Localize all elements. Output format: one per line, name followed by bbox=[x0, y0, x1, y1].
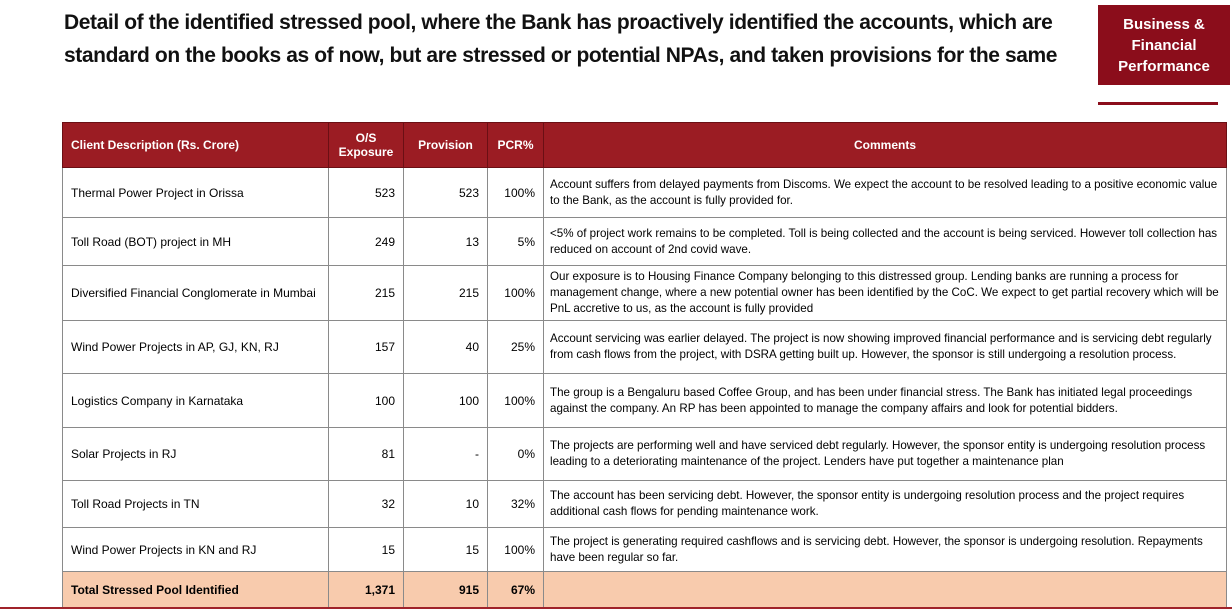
value-cell: 15 bbox=[403, 527, 488, 572]
table-row: Toll Road (BOT) project in MH 249 13 5% <5% … bbox=[62, 217, 1227, 266]
comment-cell: The account has been servicing debt. How… bbox=[543, 480, 1227, 528]
table-row: Wind Power Projects in KN and RJ 15 15 100%… bbox=[62, 527, 1227, 572]
comment-cell: The projects are performing well and hav… bbox=[543, 427, 1227, 481]
comment-cell: <5% of project work remains to be comple… bbox=[543, 217, 1227, 266]
comment-cell: The project is generating required cashf… bbox=[543, 527, 1227, 572]
comment-cell: Account servicing was earlier delayed. T… bbox=[543, 320, 1227, 374]
column-header: Comments bbox=[543, 122, 1227, 168]
client-cell: Toll Road Projects in TN bbox=[62, 480, 329, 528]
value-cell: 100% bbox=[487, 373, 544, 428]
value-cell: 81 bbox=[328, 427, 404, 481]
client-cell: Thermal Power Project in Orissa bbox=[62, 167, 329, 218]
title: Detail of the identified stressed pool, … bbox=[64, 11, 1058, 67]
column-header: Provision bbox=[403, 122, 488, 168]
table-row: Thermal Power Project in Orissa 523 523 100… bbox=[62, 167, 1227, 218]
total-cell: 1,371 bbox=[328, 571, 404, 608]
value-cell: 15 bbox=[328, 527, 404, 572]
value-cell: 100% bbox=[487, 265, 544, 321]
value-cell: 523 bbox=[328, 167, 404, 218]
value-cell: 249 bbox=[328, 217, 404, 266]
column-header: PCR% bbox=[487, 122, 544, 168]
column-header: Client Description (Rs. Crore) bbox=[62, 122, 329, 168]
value-cell: 157 bbox=[328, 320, 404, 374]
value-cell: 32 bbox=[328, 480, 404, 528]
comment-cell: Account suffers from delayed payments fr… bbox=[543, 167, 1227, 218]
section-badge: Business & Financial Performance bbox=[1098, 5, 1230, 85]
total-row: Total Stressed Pool Identified 1,371 915 67… bbox=[62, 571, 1227, 608]
table-row: Wind Power Projects in AP, GJ, KN, RJ 157… bbox=[62, 320, 1227, 374]
value-cell: 5% bbox=[487, 217, 544, 266]
value-cell: 40 bbox=[403, 320, 488, 374]
total-cell: 67% bbox=[487, 571, 544, 608]
value-cell: 32% bbox=[487, 480, 544, 528]
total-cell bbox=[543, 571, 1227, 608]
value-cell: 100 bbox=[403, 373, 488, 428]
stressed-pool-table: Client Description (Rs. Crore) O/S Exposu… bbox=[62, 122, 1227, 608]
value-cell: 100 bbox=[328, 373, 404, 428]
badge-rule bbox=[1098, 102, 1218, 105]
value-cell: 523 bbox=[403, 167, 488, 218]
client-cell: Wind Power Projects in KN and RJ bbox=[62, 527, 329, 572]
total-cell: Total Stressed Pool Identified bbox=[62, 571, 329, 608]
value-cell: 100% bbox=[487, 167, 544, 218]
value-cell: 100% bbox=[487, 527, 544, 572]
value-cell: 215 bbox=[328, 265, 404, 321]
comment-cell: The group is a Bengaluru based Coffee Gr… bbox=[543, 373, 1227, 428]
table-row: Logistics Company in Karnataka 100 100 100%… bbox=[62, 373, 1227, 428]
value-cell: 10 bbox=[403, 480, 488, 528]
client-cell: Solar Projects in RJ bbox=[62, 427, 329, 481]
bottom-rule bbox=[0, 607, 1232, 609]
client-cell: Wind Power Projects in AP, GJ, KN, RJ bbox=[62, 320, 329, 374]
client-cell: Toll Road (BOT) project in MH bbox=[62, 217, 329, 266]
table-row: Toll Road Projects in TN 32 10 32% The accou… bbox=[62, 480, 1227, 528]
table-row: Solar Projects in RJ 81-0% The projects ar… bbox=[62, 427, 1227, 481]
value-cell: 13 bbox=[403, 217, 488, 266]
value-cell: - bbox=[403, 427, 488, 481]
client-cell: Diversified Financial Conglomerate in Mu… bbox=[62, 265, 329, 321]
column-header: O/S Exposure bbox=[328, 122, 404, 168]
value-cell: 0% bbox=[487, 427, 544, 481]
client-cell: Logistics Company in Karnataka bbox=[62, 373, 329, 428]
table-row: Diversified Financial Conglomerate in Mu… bbox=[62, 265, 1227, 321]
comment-cell: Our exposure is to Housing Finance Compa… bbox=[543, 265, 1227, 321]
total-cell: 915 bbox=[403, 571, 488, 608]
value-cell: 25% bbox=[487, 320, 544, 374]
value-cell: 215 bbox=[403, 265, 488, 321]
header-row: Client Description (Rs. Crore) O/S Exposu… bbox=[62, 122, 1227, 168]
